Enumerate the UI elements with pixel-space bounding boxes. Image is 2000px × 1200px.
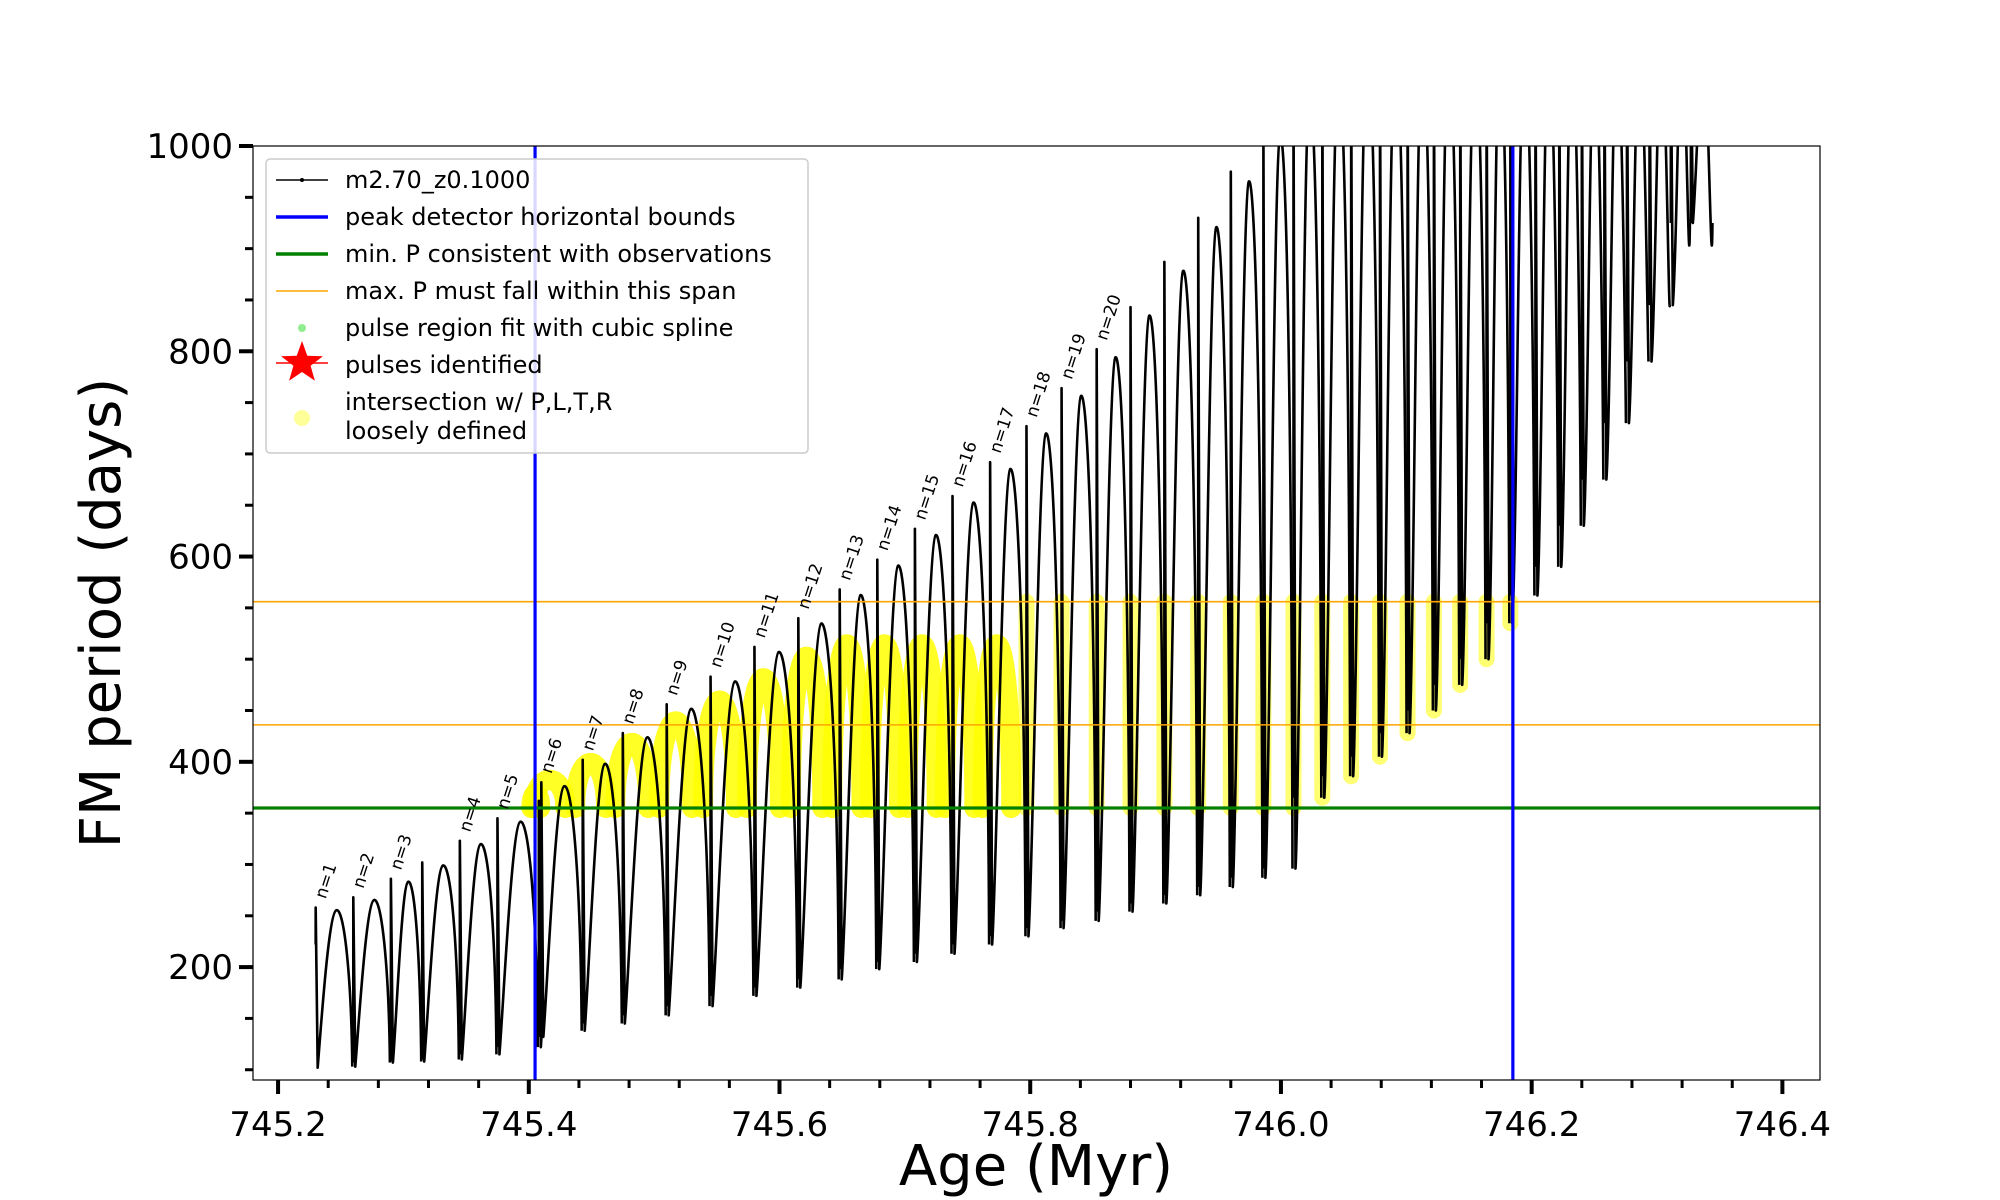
legend-entry: peak detector horizontal bounds bbox=[276, 203, 736, 231]
legend-label: pulse region fit with cubic spline bbox=[345, 314, 733, 342]
period-pulse-curve bbox=[389, 877, 423, 1064]
x-tick-label: 745.8 bbox=[982, 1105, 1079, 1145]
y-tick-label: 400 bbox=[168, 743, 233, 783]
period-pulse-curve bbox=[1129, 305, 1165, 913]
yellow-intersection-marker bbox=[693, 690, 747, 819]
period-pulse-curve bbox=[420, 861, 461, 1063]
axes-frame bbox=[252, 145, 1821, 1081]
period-pulse-curve bbox=[1580, 146, 1605, 528]
x-axis: 745.2 745.4 745.6 745.8 746.0 746.2 746.4 bbox=[229, 1080, 1831, 1145]
legend-star-icon bbox=[281, 341, 323, 381]
yellow-intersection-marker bbox=[649, 711, 703, 819]
x-tick-label: 746.2 bbox=[1483, 1105, 1580, 1145]
period-pulse-curve bbox=[1321, 146, 1352, 800]
period-pulse-curve bbox=[1458, 146, 1487, 687]
legend-label-line: max. P must fall within this span bbox=[345, 277, 736, 305]
period-pulse-curve bbox=[1509, 146, 1536, 625]
yellow-intersection-marker bbox=[934, 634, 985, 819]
period-pulse-curve bbox=[1557, 146, 1583, 569]
period-pulse-curve bbox=[838, 588, 878, 981]
legend-entry: pulses identified bbox=[276, 341, 543, 381]
y-tick-label: 800 bbox=[168, 332, 233, 372]
period-pulse-curve bbox=[1603, 146, 1628, 481]
period-pulse-curve bbox=[1025, 424, 1062, 938]
yellow-intersection-marker bbox=[972, 634, 1022, 819]
legend-label: intersection w/ P,L,T,R loosely defined bbox=[345, 388, 612, 445]
period-pulse-curve bbox=[1229, 170, 1264, 889]
y-tick-label: 1000 bbox=[146, 127, 233, 167]
period-pulse-curve bbox=[1432, 146, 1461, 712]
legend-label: max. P must fall within this span bbox=[345, 277, 736, 305]
legend-label: m2.70_z0.1000 bbox=[345, 166, 530, 194]
period-pulse-curve bbox=[1349, 146, 1381, 778]
period-pulse-curve bbox=[540, 781, 583, 1039]
legend-box bbox=[265, 158, 809, 454]
period-pulse-curve bbox=[458, 839, 498, 1061]
y-axis: 200 400 600 800 1000 bbox=[146, 127, 253, 1072]
legend-label-line: m2.70_z0.1000 bbox=[345, 166, 530, 194]
period-pulse-curve bbox=[1689, 146, 1714, 247]
legend-dot-swatch bbox=[298, 324, 306, 332]
period-pulse-curve bbox=[1669, 146, 1692, 307]
legend-series-marker bbox=[300, 178, 304, 182]
period-pulse-curve bbox=[709, 675, 755, 1008]
period-pulse-curve bbox=[797, 616, 840, 989]
period-pulse-curve bbox=[1196, 216, 1232, 897]
period-pulse-curve bbox=[951, 494, 991, 956]
legend-label-line: intersection w/ P,L,T,R bbox=[345, 388, 612, 416]
yellow-intersection-marker bbox=[605, 733, 659, 819]
y-axis-label: FM period (days) bbox=[69, 378, 134, 848]
legend-label-line: pulse region fit with cubic spline bbox=[345, 314, 733, 342]
period-pulse-curve bbox=[314, 906, 354, 1069]
legend-label: min. P consistent with observations bbox=[345, 240, 772, 268]
legend-entry: min. P consistent with observations bbox=[276, 240, 772, 268]
period-pulse-curve bbox=[1485, 146, 1511, 661]
yellow-intersection-marker bbox=[565, 753, 616, 819]
x-tick-label: 745.6 bbox=[731, 1105, 828, 1145]
period-pulse-curve bbox=[621, 731, 667, 1025]
legend-label-line: loosely defined bbox=[345, 417, 527, 445]
period-pulse-curve bbox=[1625, 146, 1650, 425]
legend-entry: max. P must fall within this span bbox=[276, 277, 736, 305]
legend-label: peak detector horizontal bounds bbox=[345, 203, 736, 231]
legend-label-line: peak detector horizontal bounds bbox=[345, 203, 736, 231]
y-tick-label: 600 bbox=[168, 538, 233, 578]
legend-circle-swatch bbox=[294, 410, 310, 426]
period-pulse-curve bbox=[1095, 347, 1131, 923]
legend-label-line: pulses identified bbox=[345, 351, 543, 379]
yellow-intersection-marker bbox=[736, 668, 790, 819]
y-tick-label: 200 bbox=[168, 948, 233, 988]
period-pulse-curve bbox=[1292, 146, 1323, 870]
period-pulse-curve bbox=[1648, 146, 1672, 363]
period-pulse-curve bbox=[665, 703, 711, 1017]
legend-label: pulses identified bbox=[345, 351, 543, 379]
period-pulse-curve bbox=[913, 527, 953, 964]
period-pulse-curve bbox=[875, 558, 916, 971]
legend-label-line: min. P consistent with observations bbox=[345, 240, 772, 268]
period-pulse-curve bbox=[1378, 146, 1408, 758]
x-axis-label: Age (Myr) bbox=[899, 1134, 1173, 1199]
yellow-intersection-marker bbox=[897, 634, 947, 819]
period-pulse-curve bbox=[988, 460, 1027, 946]
x-tick-label: 746.0 bbox=[1232, 1105, 1329, 1145]
x-tick-label: 745.4 bbox=[480, 1105, 577, 1145]
period-pulse-curve bbox=[1262, 146, 1294, 880]
legend-entry: m2.70_z0.1000 bbox=[276, 166, 530, 194]
x-tick-label: 745.2 bbox=[229, 1105, 326, 1145]
period-pulse-curve bbox=[581, 758, 624, 1033]
period-pulse-curve bbox=[1163, 260, 1199, 905]
period-pulse-curve bbox=[1060, 386, 1097, 930]
x-tick-label: 746.4 bbox=[1734, 1105, 1831, 1145]
plot-area: n=1 n=2 n=3n=4n=5n=6n=7n=8n=9n=10n=11n=12n… bbox=[253, 146, 1820, 1080]
legend-entry: pulse region fit with cubic spline bbox=[298, 314, 733, 342]
legend-entry: intersection w/ P,L,T,R loosely defined bbox=[294, 388, 612, 445]
yellow-intersection-marker bbox=[780, 646, 833, 819]
period-pulse-curve bbox=[1534, 146, 1560, 597]
period-pulse-curve bbox=[1406, 146, 1435, 735]
period-pulse-curve bbox=[351, 896, 392, 1068]
